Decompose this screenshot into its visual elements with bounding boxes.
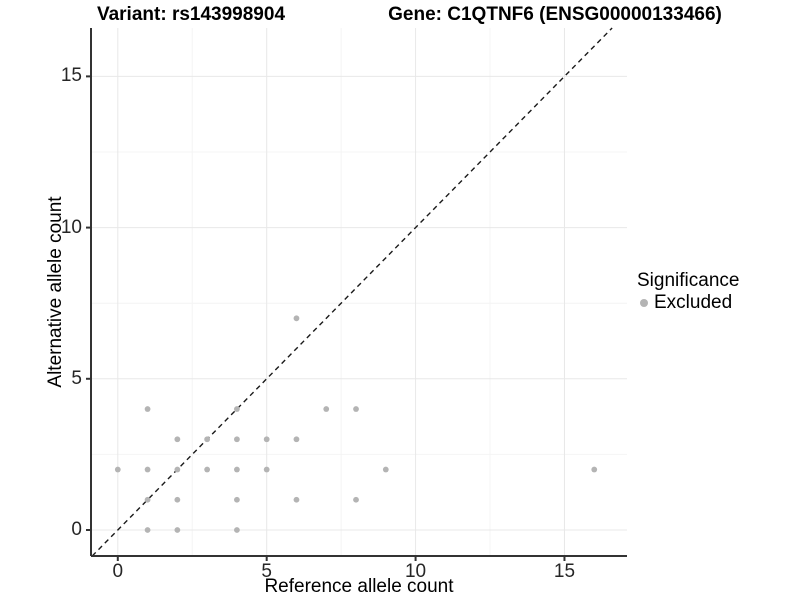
data-point bbox=[234, 466, 240, 473]
identity-dashed-line bbox=[91, 27, 613, 557]
data-point bbox=[353, 406, 359, 412]
data-point bbox=[263, 466, 270, 473]
data-point bbox=[382, 466, 389, 473]
data-point bbox=[234, 496, 240, 503]
legend-item-label: Excluded bbox=[654, 292, 733, 313]
data-point bbox=[204, 436, 211, 443]
data-point bbox=[293, 315, 300, 322]
y-tick-label: 10 bbox=[60, 216, 82, 238]
data-point bbox=[263, 436, 270, 443]
x-tick-label: 15 bbox=[553, 561, 576, 582]
data-point bbox=[174, 527, 181, 533]
y-tick-label: 15 bbox=[60, 65, 82, 87]
x-tick-label: 10 bbox=[404, 561, 427, 582]
x-tick-label: 5 bbox=[261, 561, 272, 582]
excluded-point-icon bbox=[640, 299, 648, 307]
y-tick-label: 5 bbox=[71, 367, 82, 389]
data-point bbox=[353, 496, 359, 503]
data-point bbox=[144, 406, 151, 412]
variant-title: Variant: rs143998904 bbox=[96, 4, 286, 25]
data-point bbox=[144, 527, 151, 533]
data-point bbox=[174, 466, 181, 473]
y-tick-label: 0 bbox=[71, 518, 82, 540]
legend: Significance Excluded bbox=[637, 270, 739, 314]
x-axis-title: Reference allele count bbox=[264, 576, 454, 597]
gene-title: Gene: C1QTNF6 (ENSG00000133466) bbox=[388, 4, 722, 25]
data-point bbox=[174, 436, 181, 443]
data-point bbox=[293, 436, 300, 443]
data-point bbox=[293, 496, 300, 503]
data-point bbox=[323, 406, 330, 412]
data-point bbox=[144, 466, 151, 473]
data-point bbox=[204, 466, 211, 473]
x-tick-label: 0 bbox=[112, 561, 124, 582]
data-point bbox=[114, 466, 121, 473]
legend-title: Significance bbox=[637, 270, 740, 291]
data-point bbox=[234, 406, 240, 412]
data-point bbox=[234, 527, 240, 533]
data-point bbox=[591, 466, 598, 473]
y-axis-title: Alternative allele count bbox=[45, 196, 66, 388]
data-point bbox=[234, 436, 240, 443]
legend-item-excluded: Excluded bbox=[637, 292, 739, 314]
data-point bbox=[174, 496, 181, 503]
data-point bbox=[144, 496, 151, 503]
